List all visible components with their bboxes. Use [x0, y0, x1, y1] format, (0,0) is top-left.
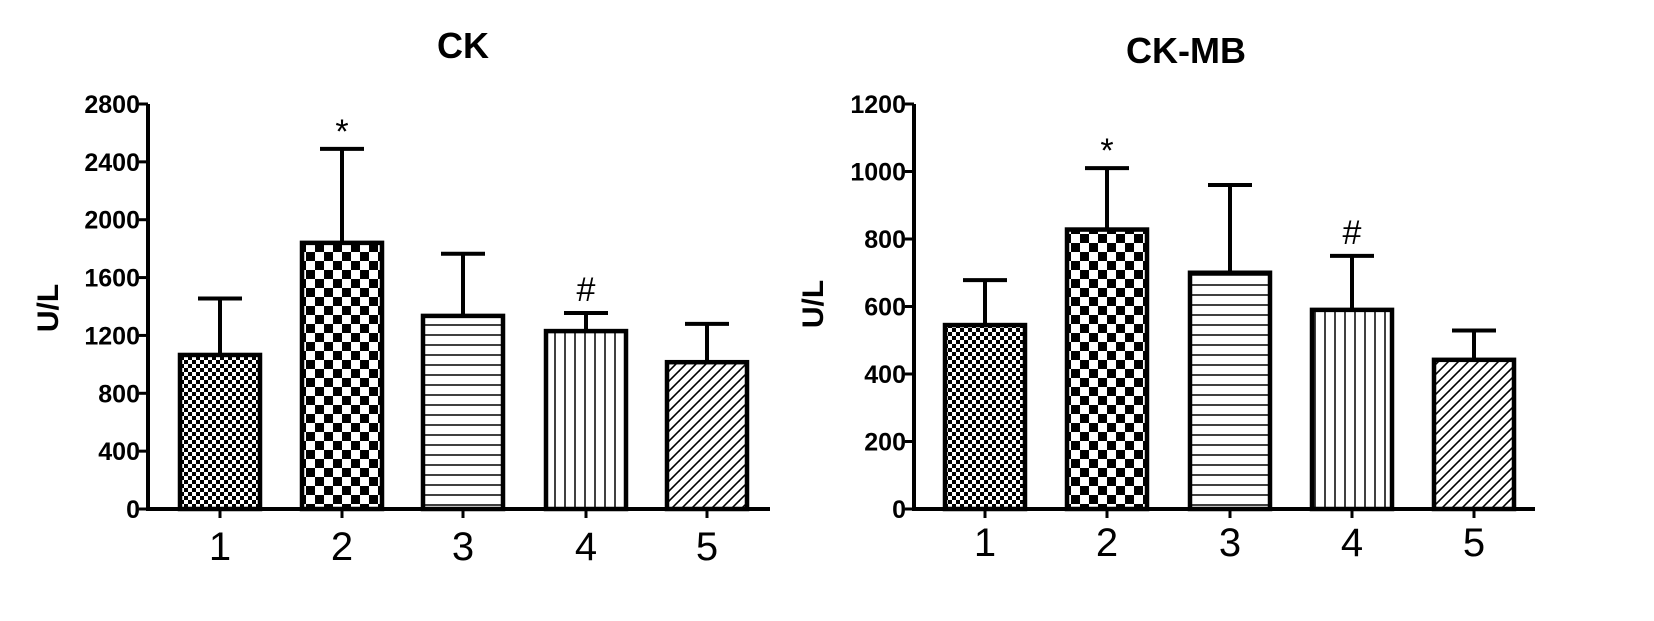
y-tick-label: 1200 — [84, 322, 140, 350]
bar-3 — [1187, 270, 1273, 512]
significance-marker: # — [1343, 214, 1362, 252]
y-tick-label: 800 — [864, 226, 906, 254]
bar-2 — [299, 240, 385, 512]
bar-2 — [1064, 227, 1150, 512]
x-tick-label: 5 — [696, 525, 718, 569]
bar-5 — [1431, 357, 1517, 512]
x-tick-label: 2 — [1096, 521, 1118, 565]
x-tick-label: 3 — [452, 525, 474, 569]
y-tick-label: 2400 — [84, 149, 140, 177]
chart-title: CK-MB — [1126, 30, 1246, 71]
bar-1 — [177, 352, 263, 512]
x-tick-label: 1 — [209, 525, 231, 569]
y-tick-label: 2000 — [84, 207, 140, 235]
significance-marker: * — [1100, 132, 1113, 170]
bar-4 — [1309, 307, 1395, 512]
significance-marker: * — [335, 113, 348, 151]
bar-3 — [420, 313, 506, 512]
ck-mb-chart-panel: CK-MB U/L 1 * 2 3 #4 5 0 200 400 600 800 1000 1200 — [797, 30, 1535, 565]
y-tick-label: 2800 — [84, 91, 140, 119]
y-tick-label: 0 — [892, 496, 906, 524]
y-tick-label: 400 — [98, 438, 140, 466]
y-tick-label: 1600 — [84, 265, 140, 293]
y-tick-label: 1200 — [850, 91, 906, 119]
x-tick-label: 2 — [331, 525, 353, 569]
y-axis-label: U/L — [797, 280, 830, 328]
x-tick-label: 4 — [575, 525, 597, 569]
x-tick-label: 1 — [974, 521, 996, 565]
x-tick-label: 4 — [1341, 521, 1363, 565]
y-tick-label: 400 — [864, 361, 906, 389]
bar-1 — [942, 322, 1028, 512]
y-tick-label: 1000 — [850, 159, 906, 187]
ck-chart-panel: CK U/L 1 * 2 3 #4 5 0 400 800 1200 1600 2000 2400 280… — [32, 25, 770, 569]
bar-5 — [664, 359, 750, 512]
bar-4 — [543, 328, 629, 512]
y-tick-label: 0 — [126, 496, 140, 524]
y-tick-label: 800 — [98, 380, 140, 408]
y-tick-label: 600 — [864, 294, 906, 322]
x-tick-label: 3 — [1219, 521, 1241, 565]
x-tick-label: 5 — [1463, 521, 1485, 565]
y-axis-label: U/L — [32, 284, 65, 332]
y-tick-label: 200 — [864, 429, 906, 457]
chart-title: CK — [437, 25, 489, 66]
significance-marker: # — [577, 271, 596, 309]
